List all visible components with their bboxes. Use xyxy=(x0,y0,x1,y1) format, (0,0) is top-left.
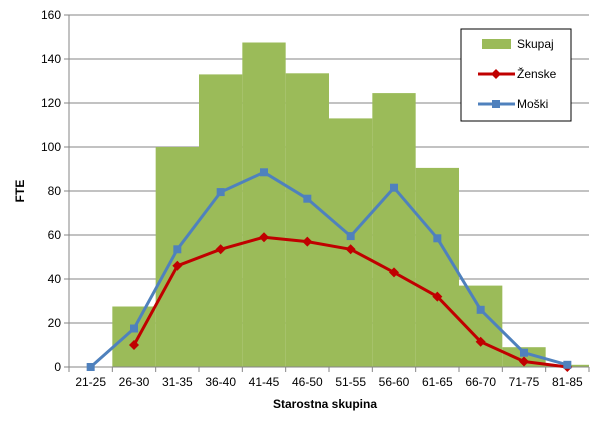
axes xyxy=(64,14,590,372)
y-tick-label: 40 xyxy=(48,272,62,286)
marker-mo-ki xyxy=(346,232,355,241)
bar xyxy=(242,42,286,367)
marker--enske xyxy=(345,244,356,255)
y-tick-label: 140 xyxy=(41,52,61,66)
x-tick-label: 36-40 xyxy=(205,375,236,389)
legend-marker--enske xyxy=(491,69,501,79)
legend-swatch-skupaj xyxy=(482,39,511,49)
legend-label-mo-ki: Moški xyxy=(517,97,548,111)
y-tick-label: 120 xyxy=(41,96,61,110)
x-tick-label: 31-35 xyxy=(162,375,193,389)
marker-mo-ki xyxy=(86,363,95,371)
bar xyxy=(199,74,243,368)
x-tick-label: 71-75 xyxy=(509,375,540,389)
marker-mo-ki xyxy=(476,305,485,314)
marker--enske xyxy=(389,267,399,278)
marker--enske xyxy=(172,260,183,271)
x-tick-label: 46-50 xyxy=(292,375,323,389)
x-tick-label: 51-55 xyxy=(335,375,366,389)
y-tick-label: 0 xyxy=(54,360,61,374)
bar xyxy=(415,167,459,367)
legend-marker-mo-ki xyxy=(492,100,500,108)
marker--enske xyxy=(475,336,486,347)
marker-mo-ki xyxy=(433,234,442,243)
x-tick-label: 56-60 xyxy=(379,375,410,389)
x-tick-label: 66-70 xyxy=(465,375,496,389)
legend-label-skupaj: Skupaj xyxy=(517,37,554,51)
bar-series xyxy=(112,42,589,368)
bar xyxy=(285,73,329,368)
x-tick-label: 21-25 xyxy=(75,375,106,389)
marker--enske xyxy=(432,291,443,302)
x-tick-labels: 21-25 26-30 31-35 36-40 41-45 46-50 51-55 56-60… xyxy=(75,375,583,389)
marker--enske xyxy=(519,356,529,367)
marker-mo-ki xyxy=(303,194,312,203)
y-tick-labels: 0 20 40 60 80 100 120 140 160 xyxy=(41,8,61,374)
legend: Skupaj Ženske Moški xyxy=(460,28,572,122)
y-tick-label: 160 xyxy=(41,8,61,22)
y-tick-label: 20 xyxy=(48,316,62,330)
marker-mo-ki xyxy=(173,245,182,254)
x-tick-label: 81-85 xyxy=(552,375,583,389)
marker--enske xyxy=(302,236,313,247)
bar xyxy=(329,118,373,368)
x-tick-label: 41-45 xyxy=(249,375,280,389)
marker-mo-ki xyxy=(216,188,225,197)
y-tick-label: 60 xyxy=(48,228,62,242)
marker-mo-ki xyxy=(563,360,572,369)
x-axis-title: Starostna skupina xyxy=(273,397,377,411)
marker-mo-ki xyxy=(130,324,138,333)
legend-label--enske: Ženske xyxy=(517,66,557,81)
bar xyxy=(155,147,199,367)
bar xyxy=(372,93,416,367)
marker--enske xyxy=(259,232,269,243)
marker--enske xyxy=(215,244,226,255)
x-tick-label: 26-30 xyxy=(119,375,150,389)
y-tick-label: 80 xyxy=(48,184,62,198)
marker--enske xyxy=(129,340,139,350)
marker-mo-ki xyxy=(390,183,398,192)
x-tick-label: 61-65 xyxy=(422,375,453,389)
y-tick-label: 100 xyxy=(41,140,61,154)
marker-mo-ki xyxy=(520,348,528,357)
line-series xyxy=(86,168,573,372)
line-mo-ki xyxy=(89,170,568,369)
marker-mo-ki xyxy=(260,168,268,177)
y-axis-title: FTE xyxy=(13,180,27,203)
